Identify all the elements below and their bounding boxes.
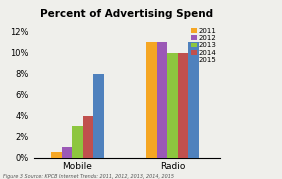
Bar bbox=[157, 42, 167, 158]
Bar bbox=[72, 126, 83, 158]
Bar bbox=[93, 74, 104, 158]
Bar bbox=[146, 42, 157, 158]
Bar bbox=[51, 152, 62, 158]
Title: Percent of Advertising Spend: Percent of Advertising Spend bbox=[40, 9, 213, 19]
Bar bbox=[167, 53, 178, 158]
Bar bbox=[62, 147, 72, 158]
Bar bbox=[83, 116, 93, 158]
Text: Figure 3 Source: KPCB Internet Trends: 2011, 2012, 2013, 2014, 2015: Figure 3 Source: KPCB Internet Trends: 2… bbox=[3, 174, 174, 179]
Bar bbox=[178, 53, 188, 158]
Bar bbox=[188, 42, 199, 158]
Legend: 2011, 2012, 2013, 2014, 2015: 2011, 2012, 2013, 2014, 2015 bbox=[191, 28, 217, 63]
